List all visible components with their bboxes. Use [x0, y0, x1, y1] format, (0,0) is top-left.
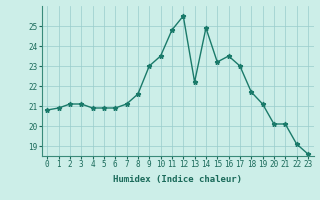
X-axis label: Humidex (Indice chaleur): Humidex (Indice chaleur) — [113, 175, 242, 184]
